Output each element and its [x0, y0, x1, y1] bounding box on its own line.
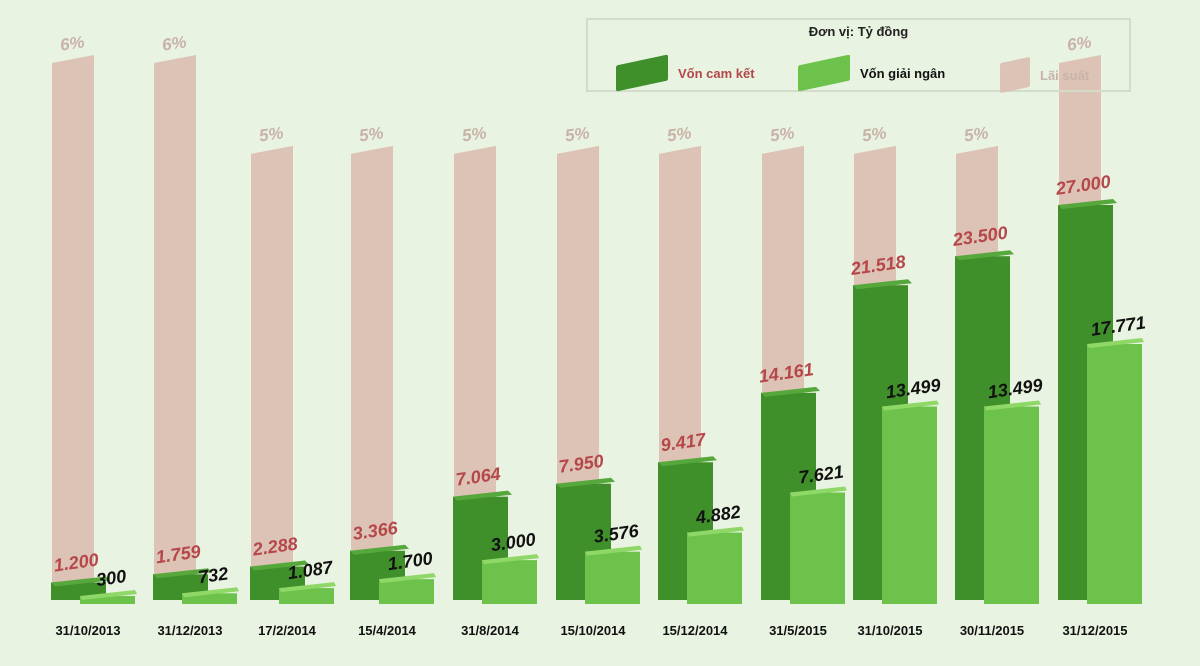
committed-bar-top — [250, 560, 309, 571]
legend-item-disbursed: Vốn giải ngân — [798, 54, 946, 92]
disbursed-bar-top — [984, 400, 1041, 411]
rate-label: 5% — [461, 123, 488, 145]
disbursed-bar-top — [482, 554, 539, 565]
disbursed-bar — [482, 560, 537, 604]
x-tick-label: 15/10/2014 — [560, 623, 626, 638]
x-tick-label: 31/8/2014 — [461, 623, 520, 638]
disbursed-label: 732 — [197, 563, 230, 587]
committed-bar-top — [51, 576, 110, 587]
rate-bar — [52, 55, 94, 600]
legend-item-rate: Lãi suất — [1000, 56, 1090, 94]
disbursed-bar — [182, 593, 237, 604]
disbursed-bar — [279, 588, 334, 604]
disbursed-bar-top — [687, 526, 744, 537]
committed-bar-top — [1058, 199, 1117, 209]
rate-label: 5% — [358, 123, 385, 145]
disbursed-bar — [687, 532, 742, 604]
x-tick-label: 31/10/2013 — [55, 623, 120, 638]
rate-label: 5% — [963, 123, 990, 145]
committed-bar-top — [955, 250, 1014, 261]
rate-label: 6% — [161, 32, 188, 54]
disbursed-bar-top — [882, 400, 939, 411]
x-tick-label: 31/12/2013 — [157, 623, 222, 638]
committed-bar-top — [350, 544, 409, 555]
disbursed-bar — [585, 551, 640, 604]
rate-label: 6% — [59, 32, 86, 54]
disbursed-bar-top — [279, 582, 336, 593]
disbursed-bar — [1087, 344, 1142, 604]
rate-label: 5% — [564, 123, 591, 145]
disbursed-bar — [80, 596, 135, 604]
disbursed-bar-top — [1087, 338, 1144, 349]
disbursed-bar-top — [379, 573, 436, 584]
committed-bar-top — [658, 456, 717, 467]
rate-label: 5% — [666, 123, 693, 145]
committed-bar-top — [853, 279, 912, 290]
legend-label: Vốn cam kết — [678, 65, 755, 81]
x-tick-label: 31/10/2015 — [857, 623, 922, 638]
rate-label: 5% — [769, 123, 796, 145]
committed-bar-top — [556, 477, 615, 488]
committed-bar-top — [453, 490, 512, 501]
rate-bar — [251, 145, 293, 601]
legend: Đơn vị: Tỷ đồng Vốn cam kết Vốn giải ngâ… — [586, 18, 1131, 94]
rate-label: 6% — [1066, 32, 1093, 54]
rate-bar — [154, 55, 196, 600]
rate-swatch-icon — [1000, 56, 1030, 94]
disbursed-bar-top — [182, 587, 239, 598]
unit-note: Đơn vị: Tỷ đồng — [808, 24, 909, 39]
disbursed-label: 300 — [95, 566, 128, 590]
x-tick-label: 31/5/2015 — [769, 623, 827, 638]
disbursed-bar-top — [585, 545, 642, 556]
disbursed-bar — [790, 492, 845, 604]
disbursed-bar — [882, 406, 937, 604]
legend-label: Vốn giải ngân — [860, 65, 946, 81]
disbursed-bar-top — [80, 590, 137, 600]
disbursed-label: 1.087 — [286, 557, 334, 583]
x-tick-label: 31/12/2015 — [1062, 623, 1127, 638]
disbursed-bar-top — [790, 486, 847, 497]
money-stack-dark-icon — [616, 54, 668, 92]
rate-bar — [454, 145, 496, 601]
committed-bar-top — [761, 386, 820, 397]
rate-label: 5% — [861, 123, 888, 145]
rate-bar — [351, 145, 393, 601]
x-tick-label: 15/4/2014 — [358, 623, 417, 638]
x-tick-label: 15/12/2014 — [662, 623, 728, 638]
disbursed-bar — [379, 579, 434, 604]
committed-bar-top — [153, 568, 212, 579]
x-tick-label: 30/11/2015 — [960, 623, 1024, 638]
disbursed-bar — [984, 406, 1039, 604]
rate-label: 5% — [258, 123, 285, 145]
legend-item-committed: Vốn cam kết — [616, 54, 755, 92]
money-stack-light-icon — [798, 54, 850, 92]
x-tick-label: 17/2/2014 — [258, 623, 317, 638]
legend-label: Lãi suất — [1040, 67, 1090, 83]
